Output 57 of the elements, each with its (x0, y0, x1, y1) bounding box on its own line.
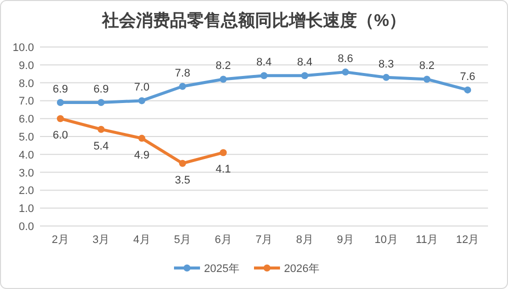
data-label: 8.3 (378, 58, 394, 70)
data-label: 4.1 (216, 164, 231, 176)
point (179, 82, 186, 90)
legend-label: 2025年 (204, 263, 240, 275)
data-label: 7.6 (460, 70, 476, 83)
y-tick-label: 8.0 (18, 78, 34, 90)
y-tick-label: 0.0 (18, 221, 34, 233)
y-tick-label: 6.0 (18, 114, 34, 126)
data-label: 7.8 (174, 67, 190, 80)
data-label: 4.9 (134, 149, 150, 162)
point (220, 149, 227, 156)
x-tick-label: 7月 (255, 234, 273, 246)
data-label: 6.0 (52, 130, 68, 142)
legend-label: 2026年 (284, 263, 320, 275)
point (56, 98, 64, 106)
y-tick-label: 5.0 (18, 132, 34, 144)
point (464, 86, 472, 94)
data-label: 8.2 (419, 60, 435, 72)
point (301, 72, 308, 80)
point (98, 126, 105, 133)
data-label: 7.0 (134, 82, 150, 94)
y-tick-label: 1.0 (18, 203, 34, 216)
point (56, 115, 64, 122)
data-label: 8.6 (338, 53, 354, 66)
point (179, 160, 186, 167)
x-tick-label: 6月 (214, 234, 232, 246)
chart-title: 社会消费品零售总额同比增长速度（%） (100, 11, 406, 30)
data-label: 8.4 (256, 56, 272, 69)
x-tick-label: 12月 (456, 234, 480, 246)
x-tick-label: 4月 (133, 234, 150, 246)
data-label: 3.5 (174, 174, 190, 186)
data-label: 6.9 (52, 83, 68, 96)
x-tick-label: 2月 (52, 234, 69, 246)
point (98, 98, 105, 106)
point (138, 134, 146, 142)
y-tick-label: 10.0 (12, 42, 34, 54)
x-tick-label: 5月 (174, 234, 192, 246)
point (423, 76, 430, 83)
x-tick-label: 9月 (336, 234, 354, 246)
data-label: 5.4 (93, 140, 109, 152)
point (260, 72, 268, 80)
point (220, 76, 227, 83)
y-tick-label: 3.0 (18, 167, 34, 180)
y-tick-label: 9.0 (18, 60, 34, 72)
point (138, 97, 146, 104)
data-label: 8.2 (216, 60, 231, 72)
x-tick-label: 10月 (374, 234, 398, 246)
point (342, 68, 349, 76)
data-label: 6.9 (93, 83, 109, 96)
point (382, 74, 390, 81)
y-tick-label: 2.0 (18, 185, 34, 198)
x-tick-label: 11月 (416, 234, 438, 246)
x-tick-label: 8月 (296, 234, 314, 246)
y-tick-label: 4.0 (18, 149, 34, 162)
y-tick-label: 7.0 (18, 96, 34, 108)
x-tick-label: 3月 (92, 234, 110, 246)
data-label: 8.4 (297, 56, 312, 69)
